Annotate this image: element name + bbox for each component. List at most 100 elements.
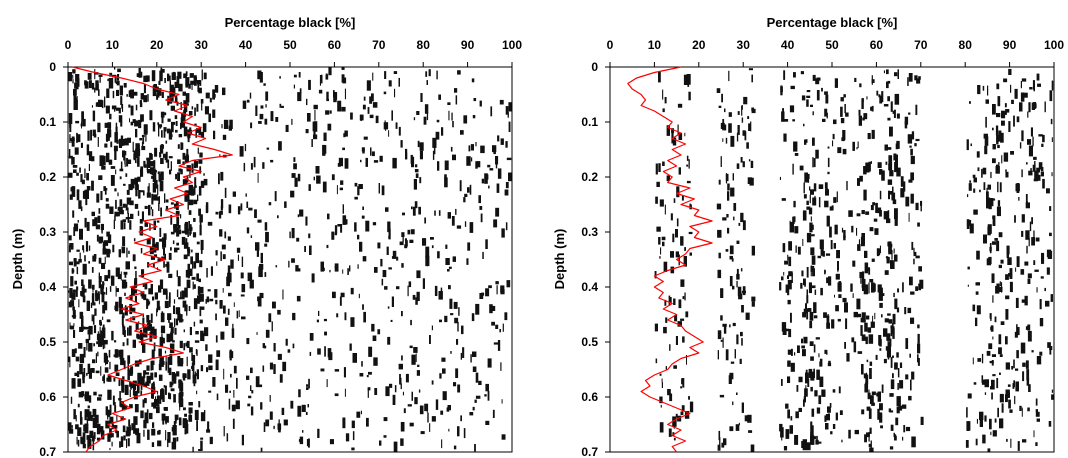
pore-speck bbox=[1022, 371, 1025, 382]
pore-speck bbox=[122, 376, 125, 379]
pore-speck bbox=[422, 278, 425, 289]
pore-speck bbox=[857, 178, 860, 186]
pore-speck bbox=[116, 139, 119, 144]
pore-speck bbox=[742, 130, 746, 136]
pore-speck bbox=[896, 352, 899, 358]
pore-speck bbox=[68, 149, 71, 158]
pore-speck bbox=[883, 104, 889, 107]
pore-speck bbox=[472, 406, 475, 411]
pore-speck bbox=[859, 175, 863, 182]
pore-speck bbox=[77, 403, 80, 408]
pore-speck bbox=[163, 413, 166, 421]
pore-speck bbox=[842, 148, 847, 155]
pore-speck bbox=[824, 415, 827, 422]
pore-speck bbox=[130, 178, 135, 189]
pore-speck bbox=[896, 406, 900, 414]
pore-speck bbox=[374, 267, 378, 273]
pore-speck bbox=[386, 246, 389, 255]
pore-speck bbox=[176, 101, 179, 106]
pore-speck bbox=[73, 323, 75, 327]
pore-speck bbox=[174, 327, 177, 335]
pore-speck bbox=[156, 406, 160, 414]
pore-speck bbox=[139, 219, 143, 224]
pore-speck bbox=[741, 338, 743, 346]
pore-speck bbox=[966, 139, 969, 151]
pore-speck bbox=[458, 307, 460, 316]
pore-speck bbox=[1042, 134, 1045, 143]
pore-speck bbox=[81, 111, 84, 122]
pore-speck bbox=[732, 173, 734, 181]
pore-speck bbox=[118, 107, 121, 114]
pore-speck bbox=[992, 336, 994, 340]
pore-speck bbox=[173, 305, 175, 314]
pore-speck bbox=[258, 266, 261, 277]
pore-speck bbox=[305, 129, 309, 134]
pore-speck bbox=[152, 237, 155, 244]
pore-speck bbox=[134, 203, 139, 209]
pore-speck bbox=[98, 240, 103, 244]
pore-speck bbox=[170, 326, 174, 334]
pore-speck bbox=[722, 323, 727, 327]
pore-speck bbox=[999, 182, 1002, 193]
pore-speck bbox=[162, 420, 165, 425]
pore-speck bbox=[199, 306, 202, 317]
pore-speck bbox=[973, 209, 978, 215]
pore-speck bbox=[1025, 230, 1030, 240]
pore-speck bbox=[810, 371, 815, 381]
pore-speck bbox=[135, 188, 138, 197]
pore-speck bbox=[405, 240, 408, 247]
pore-speck bbox=[1040, 276, 1044, 279]
pore-speck bbox=[185, 77, 190, 86]
pore-speck bbox=[169, 354, 173, 365]
pore-speck bbox=[104, 275, 108, 282]
pore-speck bbox=[831, 319, 835, 329]
pore-speck bbox=[179, 340, 183, 349]
pore-speck bbox=[228, 398, 231, 410]
pore-speck bbox=[678, 132, 683, 140]
pore-speck bbox=[469, 222, 474, 233]
pore-speck bbox=[737, 125, 740, 135]
pore-speck bbox=[742, 286, 746, 296]
pore-speck bbox=[500, 138, 504, 145]
pore-speck bbox=[77, 439, 80, 447]
pore-speck bbox=[382, 270, 387, 278]
pore-speck bbox=[142, 313, 144, 318]
pore-speck bbox=[180, 169, 183, 175]
pore-speck bbox=[247, 272, 253, 282]
pore-speck bbox=[453, 301, 458, 309]
pore-speck bbox=[97, 215, 101, 223]
pore-speck bbox=[290, 190, 295, 198]
pore-speck bbox=[400, 377, 402, 385]
pore-speck bbox=[141, 134, 145, 138]
pore-speck bbox=[820, 248, 824, 256]
pore-speck bbox=[92, 314, 95, 325]
pore-speck bbox=[298, 389, 301, 398]
pore-speck bbox=[438, 291, 443, 300]
pore-speck bbox=[179, 358, 184, 364]
pore-speck bbox=[223, 426, 225, 437]
pore-speck bbox=[140, 190, 144, 193]
pore-speck bbox=[889, 191, 893, 195]
pore-speck bbox=[802, 210, 807, 221]
pore-speck bbox=[79, 311, 84, 319]
pore-speck bbox=[902, 436, 904, 441]
pore-speck bbox=[115, 301, 119, 312]
pore-speck bbox=[475, 372, 479, 383]
pore-speck bbox=[329, 269, 331, 273]
pore-speck bbox=[853, 341, 857, 353]
pore-speck bbox=[508, 102, 512, 112]
pore-speck bbox=[200, 306, 205, 310]
pore-speck bbox=[158, 306, 161, 311]
pore-speck bbox=[991, 273, 995, 283]
pore-speck bbox=[892, 199, 897, 205]
pore-speck bbox=[972, 357, 974, 365]
pore-speck bbox=[976, 305, 981, 315]
pore-speck bbox=[107, 375, 110, 380]
pore-speck bbox=[450, 351, 452, 354]
pore-speck bbox=[228, 292, 232, 297]
pore-speck bbox=[881, 170, 885, 181]
pore-speck bbox=[100, 321, 102, 326]
pore-speck bbox=[176, 289, 179, 297]
pore-speck bbox=[75, 424, 79, 430]
pore-speck bbox=[134, 266, 137, 270]
